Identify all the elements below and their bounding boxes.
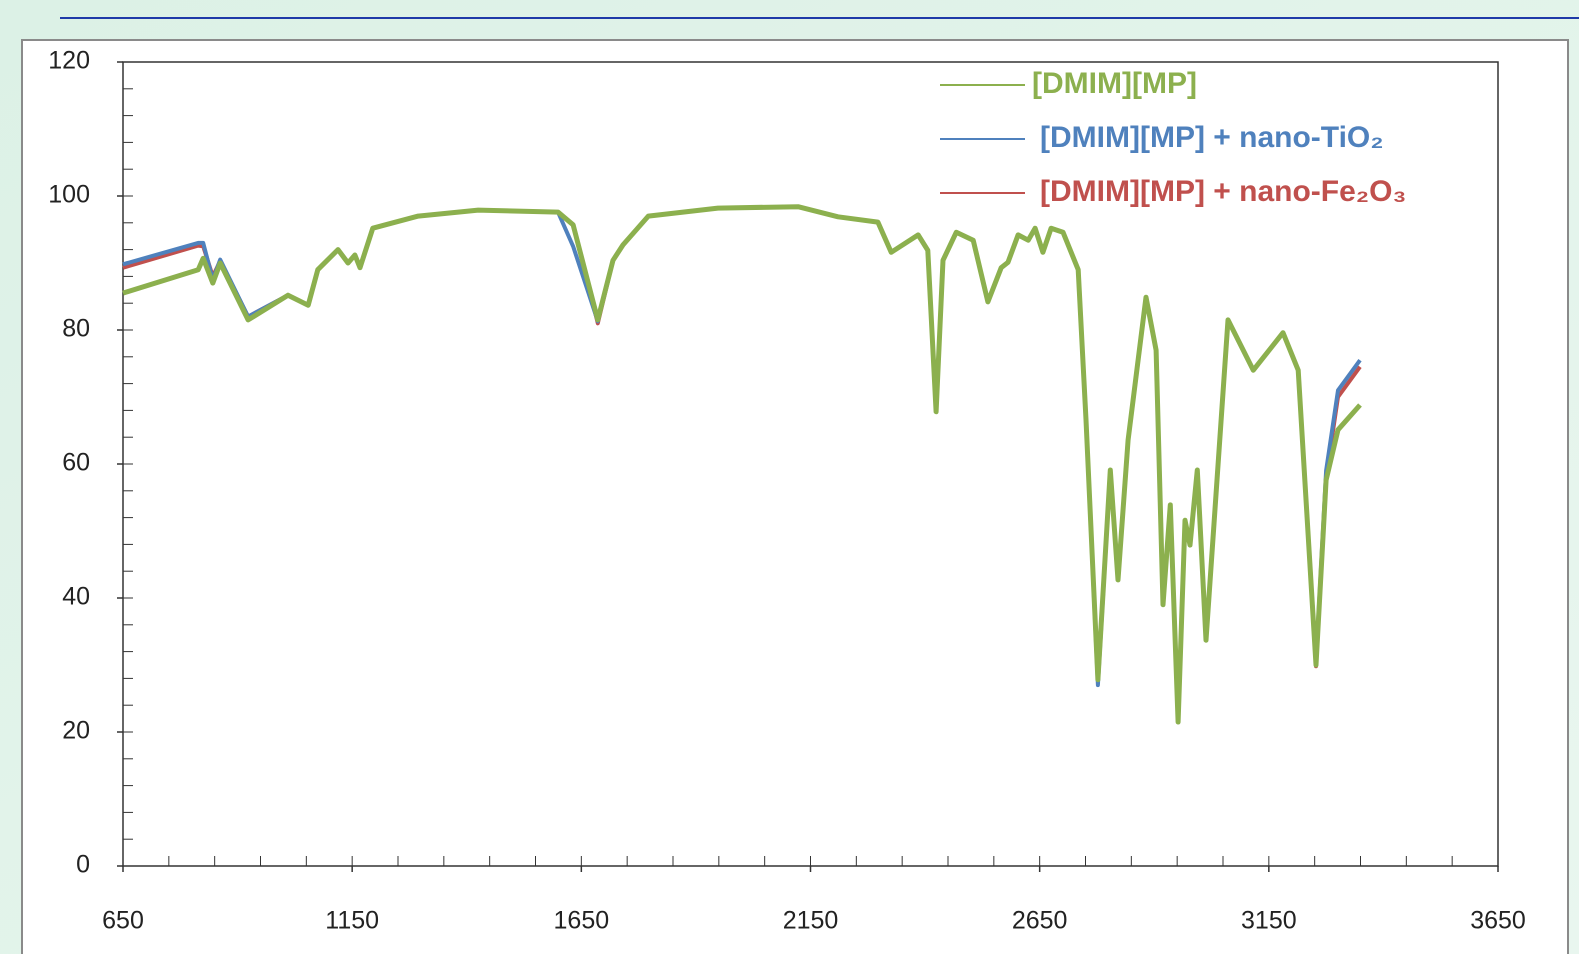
x-tick-label: 2150 [783, 907, 839, 935]
y-tick-label: 60 [62, 449, 90, 477]
y-tick-label: 120 [48, 47, 90, 75]
x-tick-label: 3650 [1470, 907, 1526, 935]
y-tick-label: 0 [76, 851, 90, 879]
x-tick-label: 1150 [325, 907, 379, 935]
chart-panel [21, 39, 1569, 954]
y-tick-label: 100 [48, 181, 90, 209]
legend-label: [DMIM][MP] + nano-TiO₂ [1040, 121, 1384, 154]
x-tick-label: 650 [102, 907, 144, 935]
series-line [122, 204, 1362, 725]
x-tick-label: 1650 [554, 907, 610, 935]
legend-label: [DMIM][MP] [1032, 67, 1197, 100]
plot: 0 20 40 60 80 100 120 650 1150 1650 2150 2650 3150 36… [48, 47, 1526, 935]
x-tick-label: 3150 [1241, 907, 1297, 935]
y-tick-label: 20 [62, 717, 90, 745]
x-tick-label: 2650 [1012, 907, 1068, 935]
legend-label: [DMIM][MP] + nano-Fe₂O₃ [1040, 175, 1406, 208]
y-tick-label: 80 [62, 315, 90, 343]
y-tick-label: 40 [62, 583, 90, 611]
